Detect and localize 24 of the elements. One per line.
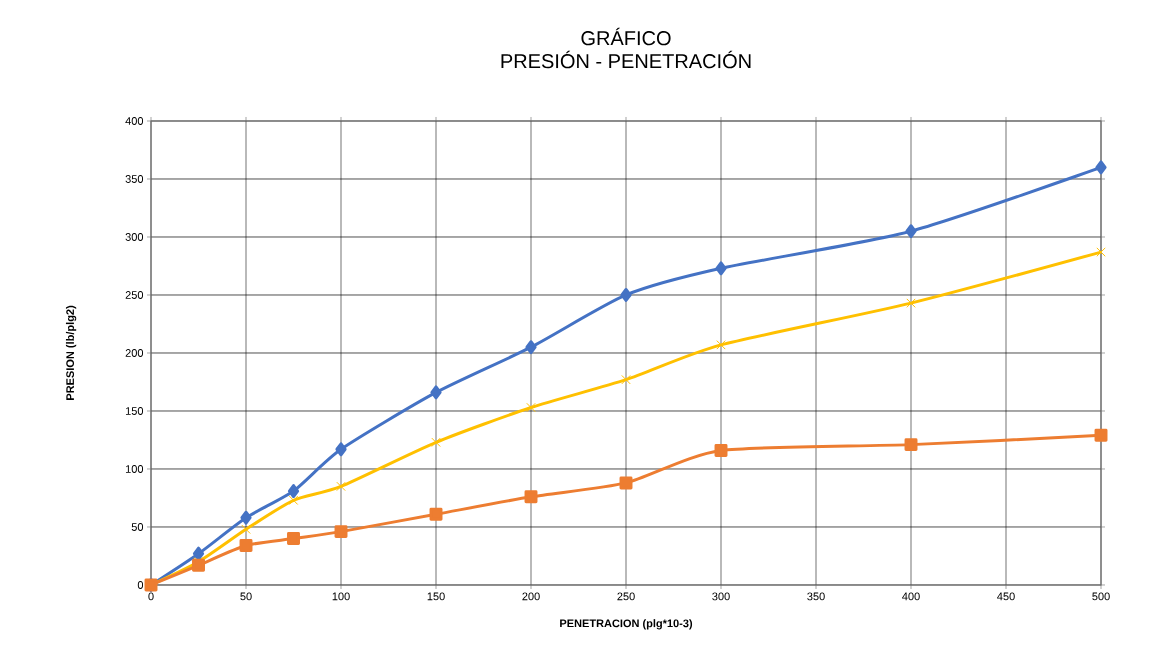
- x-axis-title: PENETRACION (plg*10-3): [560, 619, 693, 630]
- x-tick-label: 50: [240, 592, 252, 601]
- y-tick-label: 400: [125, 117, 144, 125]
- y-tick-label: 150: [125, 407, 144, 415]
- y-tick-label: 250: [125, 291, 144, 299]
- y-tick-label: 50: [131, 523, 144, 531]
- chart-subtitle: PRESIÓN - PENETRACIÓN: [501, 50, 751, 69]
- x-tick-label: 350: [807, 592, 825, 601]
- y-tick-label: 200: [125, 349, 144, 357]
- x-tick-label: 100: [332, 592, 350, 601]
- y-tick-label: 350: [125, 175, 144, 183]
- x-tick-label: 200: [522, 592, 540, 601]
- x-tick-label: 500: [1092, 592, 1110, 601]
- y-tick-label: 100: [125, 465, 144, 473]
- x-tick-label: 450: [997, 592, 1015, 601]
- y-tick-label: 300: [125, 233, 144, 241]
- x-tick-label: 250: [617, 592, 635, 601]
- x-tick-label: 150: [427, 592, 445, 601]
- chart-title: GRÁFICO: [581, 27, 671, 46]
- x-tick-label: 400: [902, 592, 920, 601]
- x-tick-label: 300: [712, 592, 730, 601]
- x-tick-label: 0: [148, 592, 154, 601]
- y-axis-title: PRESION (lb/plg2): [65, 305, 77, 400]
- y-tick-label: 0: [137, 581, 144, 589]
